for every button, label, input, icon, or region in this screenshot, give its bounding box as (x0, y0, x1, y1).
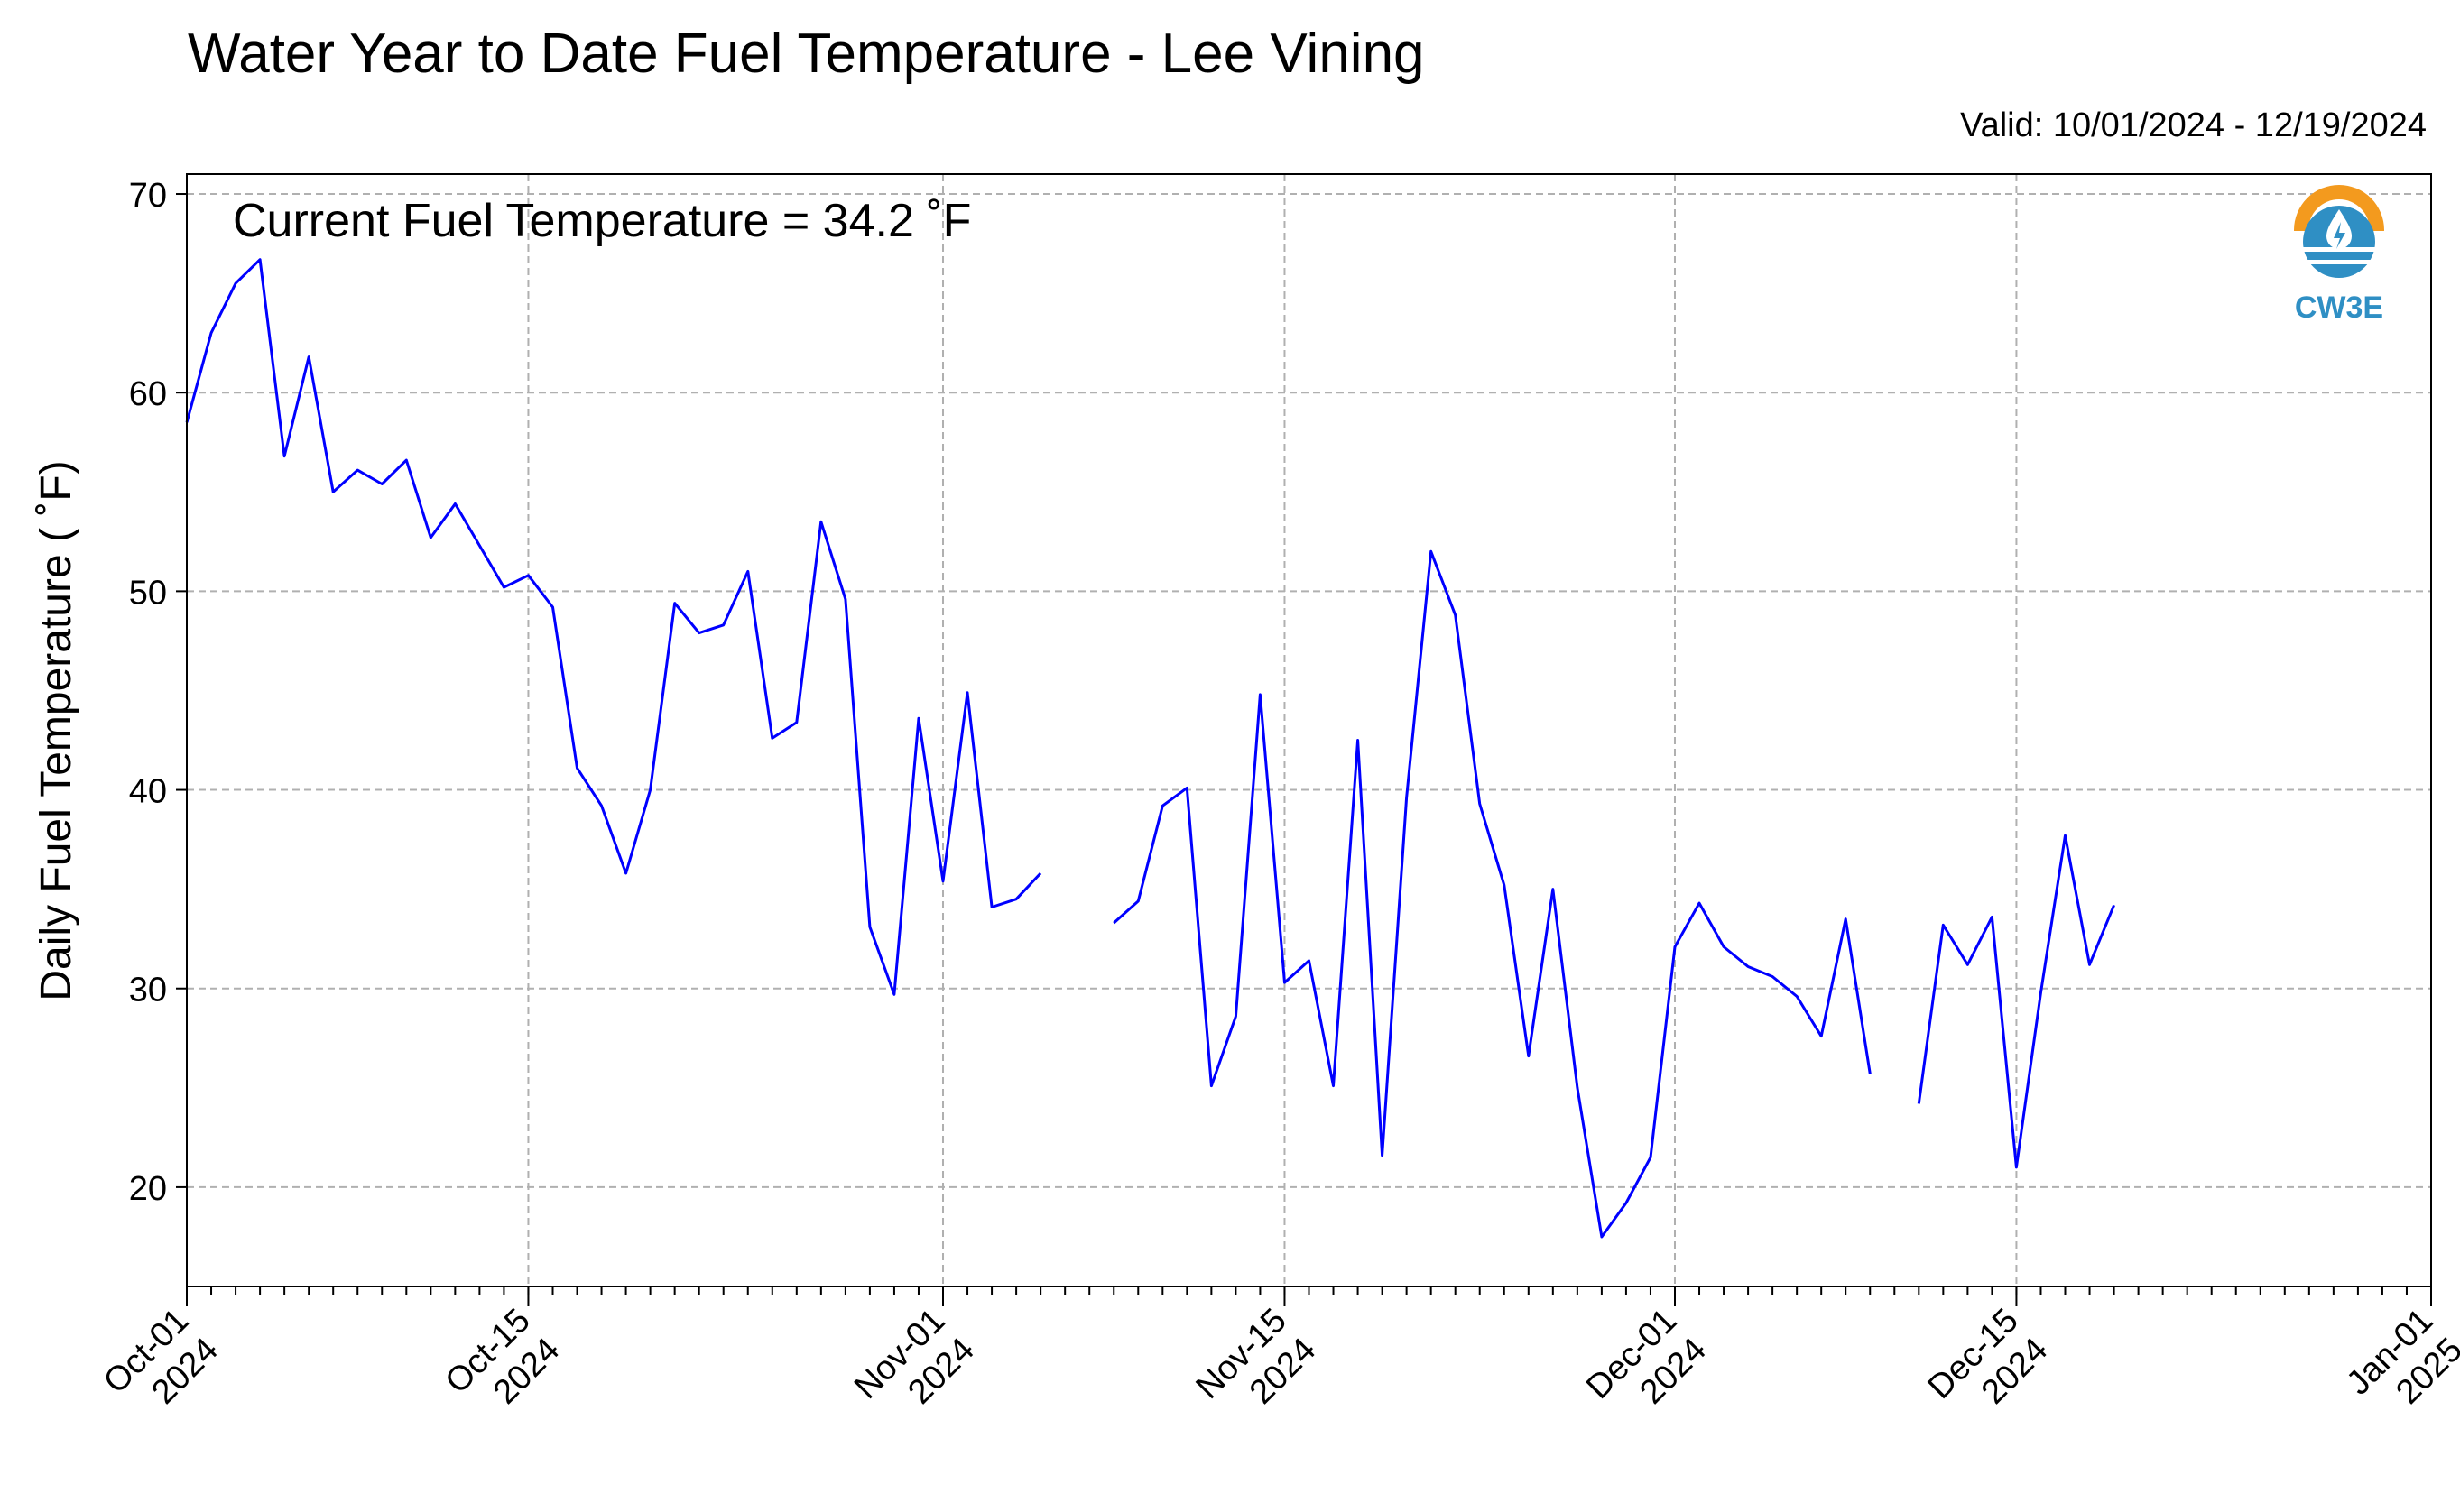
chart-title: Water Year to Date Fuel Temperature - Le… (188, 23, 1425, 85)
series-line (185, 258, 2115, 1239)
gridlines (187, 174, 2431, 1286)
series-line-segment (185, 258, 1042, 996)
valid-date-range: Valid: 10/01/2024 - 12/19/2024 (1960, 106, 2427, 144)
series-line-segment (1113, 549, 1872, 1239)
cw3e-logo-icon (2292, 185, 2386, 278)
y-tick-label: 60 (129, 375, 167, 413)
logo-text: CW3E (2295, 290, 2383, 325)
plot-area-frame (186, 173, 2432, 1287)
y-tick-label: 20 (129, 1170, 167, 1208)
y-axis-label: Daily Fuel Temperature ( ˚F) (32, 460, 80, 1000)
y-tick-label: 40 (129, 773, 167, 811)
y-tick-label: 30 (129, 972, 167, 1010)
cw3e-logo: CW3E (2292, 185, 2386, 325)
current-fuel-temperature-annotation: Current Fuel Temperature = 34.2 ˚F (233, 195, 971, 247)
y-tick-label: 50 (129, 574, 167, 612)
y-tick-label: 70 (129, 177, 167, 215)
y-axis: 20 30 40 50 60 70 (129, 177, 187, 1208)
series-line-segment (1917, 834, 2115, 1169)
